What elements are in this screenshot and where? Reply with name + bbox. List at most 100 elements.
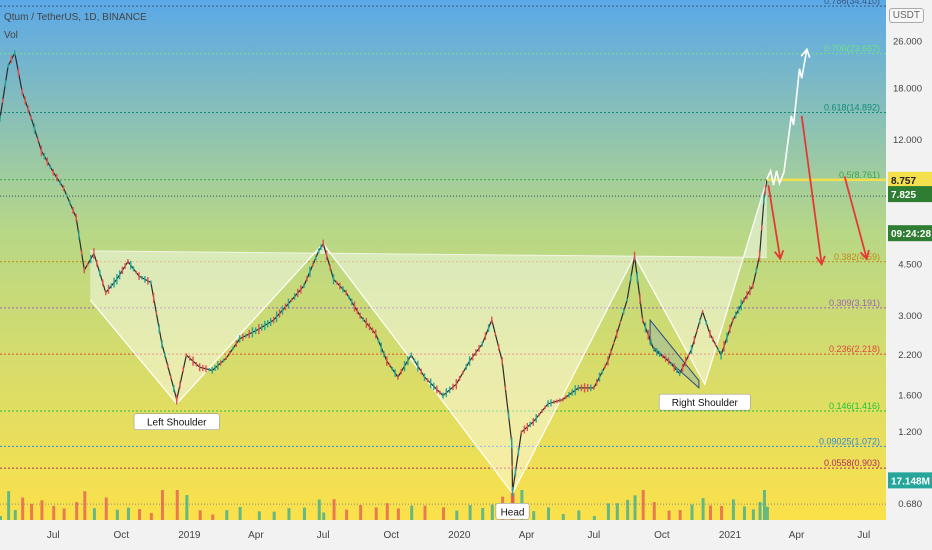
volume-bar xyxy=(592,516,596,520)
volume-bar xyxy=(115,509,119,520)
volume-bar xyxy=(667,510,671,520)
annotation-label: Right Shoulder xyxy=(672,398,739,409)
volume-bar xyxy=(701,498,705,520)
volume-bar xyxy=(225,510,229,520)
volume-bar xyxy=(62,508,66,520)
y-tick-label: 26.000 xyxy=(893,37,922,48)
volume-bar xyxy=(13,509,17,520)
fib-level-label: 0.09025(1.072) xyxy=(819,436,880,446)
annotation-box xyxy=(133,413,220,430)
volume-bar xyxy=(690,504,694,520)
fib-level-label: 0.618(14.892) xyxy=(824,102,880,112)
projection-down-arrow xyxy=(843,176,868,260)
volume-bar xyxy=(92,508,96,520)
volume-bar xyxy=(641,490,645,520)
volume-bar xyxy=(257,511,261,520)
x-tick-label: 2021 xyxy=(719,530,742,541)
price-label-text: 7.825 xyxy=(891,190,916,201)
y-tick-label: 12.000 xyxy=(893,135,922,146)
symbol-title: Qtum / TetherUS, 1D, BINANCE xyxy=(4,12,147,23)
volume-bar xyxy=(410,505,414,520)
volume-bar xyxy=(0,516,2,520)
price-label-box xyxy=(888,171,932,188)
volume-bar xyxy=(468,505,472,520)
plot-background xyxy=(0,0,886,520)
x-tick-label: Jul xyxy=(587,530,600,541)
annotation-label: Head xyxy=(501,507,525,518)
volume-bar xyxy=(149,512,153,520)
volume-bar xyxy=(75,502,79,520)
volume-bar xyxy=(359,505,363,520)
volume-bar xyxy=(762,490,766,520)
volume-bar xyxy=(490,504,494,520)
volume-bar xyxy=(615,503,619,520)
projection-down-arrowhead xyxy=(815,255,826,267)
y-tick-label: 18.000 xyxy=(893,83,922,94)
volume-bar xyxy=(731,499,735,520)
fib-level-label: 0.309(3.191) xyxy=(829,298,880,308)
volume-bar xyxy=(322,512,326,520)
volume-bar xyxy=(481,507,485,520)
annotation-label: Left Shoulder xyxy=(147,418,207,429)
volume-bar xyxy=(561,514,565,520)
volume-bar xyxy=(160,490,164,520)
fib-level-label: 0.382(4.59) xyxy=(834,252,880,262)
x-tick-label: 2019 xyxy=(178,530,201,541)
price-label-box xyxy=(888,186,932,203)
projection-down-arrow xyxy=(767,184,782,259)
volume-bar xyxy=(40,500,44,520)
projection-down-arrow xyxy=(800,115,823,265)
x-tick-label: Jul xyxy=(47,530,60,541)
y-tick-label: 2.200 xyxy=(898,350,922,361)
volume-bar xyxy=(185,494,189,520)
volume-bar xyxy=(708,505,712,520)
projection-down-arrowhead xyxy=(859,249,870,261)
volume-bar xyxy=(633,495,637,520)
price-label-text: 09:24:28 xyxy=(891,229,931,240)
volume-bar xyxy=(7,491,11,520)
volume-bar xyxy=(720,505,724,520)
volume-bar xyxy=(577,510,581,520)
volume-bar xyxy=(385,503,389,520)
x-tick-label: Jul xyxy=(857,530,870,541)
volume-bar xyxy=(238,506,242,520)
volume-bar xyxy=(652,502,656,520)
volume-bar xyxy=(396,508,400,520)
volume-bar xyxy=(547,507,551,520)
volume-bar xyxy=(606,503,610,520)
x-tick-label: Oct xyxy=(114,530,130,541)
price-label-box xyxy=(888,225,932,242)
projection-up-path xyxy=(766,49,808,187)
volume-bar xyxy=(758,501,762,520)
annotation-box xyxy=(658,393,751,411)
x-tick-label: Oct xyxy=(654,530,670,541)
volume-bar xyxy=(30,503,34,520)
projection-down-arrowhead xyxy=(774,250,785,261)
volume-bar xyxy=(272,511,276,520)
fib-level-label: 0.706(23.667) xyxy=(824,44,880,54)
volume-bar xyxy=(317,499,321,520)
volume-bar xyxy=(21,497,25,520)
price-label-text: 8.757 xyxy=(891,176,916,187)
neckline xyxy=(90,250,767,258)
volume-bar xyxy=(83,491,87,520)
volume-bar xyxy=(374,507,378,520)
currency-badge[interactable]: USDT xyxy=(888,8,924,23)
volume-bar xyxy=(751,509,755,520)
volume-bar xyxy=(52,505,56,520)
x-tick-label: 2020 xyxy=(448,530,471,541)
y-tick-label: 1.200 xyxy=(898,427,922,438)
fib-level-label: 0.0558(0.903) xyxy=(824,458,880,468)
volume-bar xyxy=(198,510,202,520)
volume-bar xyxy=(532,511,536,520)
volume-label: Vol xyxy=(4,30,18,41)
volume-bar xyxy=(332,499,336,520)
volume-bar xyxy=(287,508,291,520)
price-label-box xyxy=(888,472,932,489)
fib-level-label: 0.5(8.761) xyxy=(839,170,880,180)
volume-bar xyxy=(175,490,179,520)
projection-up-arrowhead xyxy=(800,47,811,59)
volume-bar xyxy=(126,507,130,520)
